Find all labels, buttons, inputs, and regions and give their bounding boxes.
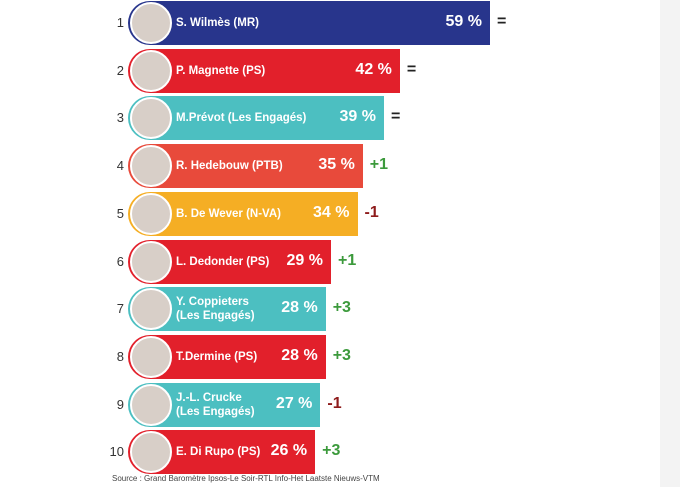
bar: [128, 48, 400, 93]
rank: 3: [116, 110, 124, 126]
change: +3: [322, 442, 341, 460]
rank: 7: [116, 301, 124, 317]
photo: [130, 335, 172, 378]
candidate-name: T.Dermine (PS): [176, 350, 258, 363]
change: =: [391, 108, 401, 126]
photo: [130, 49, 172, 92]
change: =: [406, 60, 417, 78]
photo: [130, 145, 172, 188]
change: +3: [332, 299, 351, 317]
page-edge: [660, 0, 680, 487]
change: +3: [332, 346, 351, 364]
rank: 6: [116, 253, 124, 269]
value-label: 34 %: [313, 203, 350, 221]
rank: 2: [116, 62, 124, 78]
photo: [130, 97, 172, 140]
value-label: 29 %: [286, 251, 323, 269]
photo: [130, 240, 172, 283]
candidate-name: B. De Wever (N-VA): [176, 207, 282, 220]
value-label: 26 %: [270, 442, 308, 460]
photo: [130, 288, 172, 331]
candidate-name: Y. Coppieters (Les Engagés): [176, 296, 255, 323]
rank: 4: [116, 158, 124, 174]
value-label: 28 %: [281, 346, 318, 364]
value-label: 35 %: [318, 156, 355, 174]
candidate-name: M.Prévot (Les Engagés): [176, 112, 307, 125]
candidate-name: S. Wilmès (MR): [176, 17, 259, 29]
value-label: 39 %: [339, 108, 376, 126]
photo: [130, 2, 172, 44]
candidate-name: P. Magnette (PS): [176, 64, 266, 77]
change: +1: [338, 251, 357, 269]
value-label: 27 %: [275, 394, 313, 412]
rank: 9: [116, 396, 124, 412]
rank: 8: [116, 348, 124, 364]
change: -1: [327, 394, 342, 412]
candidate-name: E. Di Rupo (PS): [176, 446, 261, 459]
candidate-name: R. Hedebouw (PTB): [176, 160, 283, 173]
change: +1: [369, 156, 389, 174]
rank: 10: [109, 444, 124, 460]
candidate-name: L. Dedonder (PS): [176, 255, 270, 268]
rank: 5: [116, 205, 124, 221]
photo: [130, 192, 172, 235]
candidate-name: J.-L. Crucke (Les Engagés): [176, 391, 255, 418]
value-label: 28 %: [281, 299, 318, 317]
change: =: [497, 13, 507, 30]
change: -1: [364, 203, 379, 221]
bar: [128, 1, 490, 45]
photo: [130, 431, 172, 474]
value-label: 42 %: [355, 60, 392, 78]
source: Source : Grand Baromètre Ipsos-Le Soir-R…: [112, 474, 380, 483]
value-label: 59 %: [445, 13, 482, 30]
rank: 1: [116, 15, 124, 30]
photo: [130, 383, 172, 426]
